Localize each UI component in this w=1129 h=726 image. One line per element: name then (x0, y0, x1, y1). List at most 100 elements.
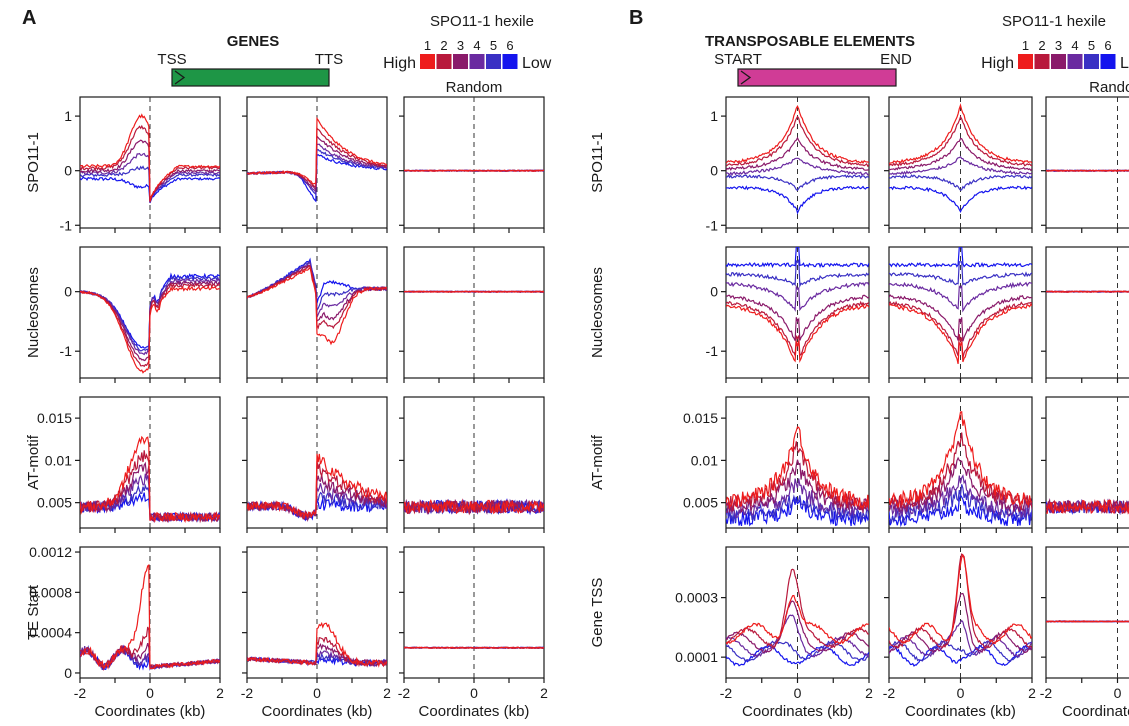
y-tick-label: 0 (64, 284, 72, 300)
series-line-hexile-2 (726, 115, 869, 168)
column-title: Random (446, 79, 503, 96)
series-line-hexile-1 (247, 266, 387, 346)
y-axis-label: Nucleosomes (589, 267, 606, 358)
series-line-hexile-3 (889, 294, 1032, 342)
legend-swatch (1067, 54, 1083, 69)
feature-bar (171, 68, 330, 87)
series-line-hexile-4 (889, 281, 1032, 313)
series-line-hexile-1 (247, 621, 387, 668)
y-axis-label: AT-motif (25, 434, 42, 490)
legend-swatch (1034, 54, 1050, 69)
x-tick-label: 2 (216, 685, 224, 701)
legend-number: 5 (1088, 38, 1095, 53)
y-tick-label: 0.0004 (29, 625, 72, 641)
series-line-hexile-1 (404, 290, 544, 293)
y-tick-label: 0.0001 (675, 649, 718, 665)
series-line-hexile-1 (889, 303, 1032, 365)
y-tick-label: 0 (710, 284, 718, 300)
series-line-hexile-5 (726, 174, 869, 191)
legend-number: 4 (473, 38, 480, 53)
plot-frame (1045, 96, 1129, 229)
legend-swatch (469, 54, 485, 69)
series-line-hexile-2 (889, 553, 1032, 649)
series-line-hexile-5 (889, 174, 1032, 191)
y-tick-label: 1 (710, 108, 718, 124)
x-tick-label: 0 (146, 685, 154, 701)
series-line-hexile-1 (80, 435, 220, 524)
legend-title: SPO11-1 hexile (430, 13, 534, 30)
series-line-hexile-1 (726, 594, 869, 645)
series-line-hexile-3 (404, 498, 544, 515)
series-line-hexile-2 (1046, 498, 1129, 515)
series-line-hexile-2 (726, 568, 869, 649)
series-line-hexile-5 (726, 639, 869, 663)
series-line-hexile-1 (1046, 169, 1129, 172)
x-tick-label: 0 (957, 685, 965, 701)
series-line-hexile-6 (889, 644, 1032, 667)
series-line-hexile-4 (726, 281, 869, 313)
feature-end-label: TTS (315, 51, 343, 68)
legend-swatch (1100, 54, 1116, 69)
x-tick-label: 0 (470, 685, 478, 701)
series-line-hexile-6 (726, 645, 869, 667)
direction-arrow-icon (174, 70, 186, 85)
series-line-hexile-1 (247, 116, 387, 185)
y-tick-label: 0 (710, 163, 718, 179)
x-tick-label: 0 (1114, 685, 1122, 701)
series-line-hexile-1 (404, 499, 544, 515)
series-line-hexile-5 (726, 494, 869, 523)
legend-swatch (486, 54, 501, 69)
x-tick-label: -2 (74, 685, 87, 701)
x-axis-label: Coordinates (kb) (95, 703, 206, 720)
y-axis-label: Nucleosomes (25, 267, 42, 358)
x-tick-label: 2 (383, 685, 391, 701)
series-line-hexile-3 (726, 136, 869, 172)
legend-number: 6 (1104, 38, 1111, 53)
series-line-hexile-5 (726, 259, 869, 289)
legend-swatch (436, 54, 452, 69)
legend-swatch (502, 54, 518, 69)
series-line-hexile-1 (80, 563, 220, 670)
series-line-hexile-2 (889, 115, 1032, 167)
series-line-hexile-3 (889, 137, 1032, 172)
y-axis-label: SPO11-1 (25, 132, 42, 193)
x-axis-label: Coordinates (kb) (1062, 703, 1129, 720)
x-tick-label: -2 (398, 685, 411, 701)
legend-swatch (1018, 54, 1033, 69)
series-line-hexile-6 (726, 247, 869, 269)
x-tick-label: 2 (865, 685, 873, 701)
x-tick-label: -2 (1040, 685, 1053, 701)
legend-swatch (1051, 54, 1066, 69)
plot-frame (1045, 546, 1129, 679)
y-axis-label: SPO11-1 (589, 132, 606, 193)
direction-arrow-icon (740, 70, 752, 85)
panel-letter: B (629, 7, 643, 29)
y-axis-label: Gene TSS (589, 578, 606, 648)
y-tick-label: 0.0008 (29, 584, 72, 600)
panel-letter: A (22, 7, 36, 29)
x-tick-label: 2 (1028, 685, 1036, 701)
series-line-hexile-6 (889, 247, 1032, 268)
y-tick-label: 0.015 (37, 410, 72, 426)
series-line-hexile-2 (80, 124, 220, 202)
series-line-hexile-3 (80, 139, 220, 203)
y-tick-label: -1 (706, 217, 719, 233)
legend-swatch (453, 54, 468, 69)
series-line-hexile-2 (404, 498, 544, 516)
x-axis-label: Coordinates (kb) (419, 703, 530, 720)
series-line-hexile-4 (726, 157, 869, 177)
column-title: Random (1089, 79, 1129, 96)
y-axis-label: AT-motif (589, 434, 606, 490)
y-tick-label: 0.0012 (29, 544, 72, 560)
feature-bar (737, 68, 897, 87)
series-line-hexile-6 (80, 176, 220, 204)
legend-high-label: High (383, 55, 416, 72)
legend-number: 3 (1055, 38, 1062, 53)
x-axis-label: Coordinates (kb) (262, 703, 373, 720)
series-line-hexile-4 (889, 155, 1032, 176)
feature-end-label: END (880, 51, 912, 68)
plot-frame (1045, 246, 1129, 379)
y-tick-label: 0.005 (37, 495, 72, 511)
x-tick-label: 0 (313, 685, 321, 701)
